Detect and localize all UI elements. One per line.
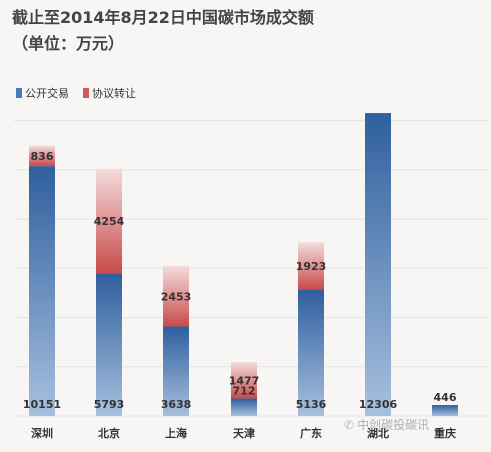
bar-public-6: [432, 405, 458, 416]
label-agreement-0: 836: [31, 150, 54, 163]
category-label-2: 上海: [165, 426, 187, 440]
wechat-icon: ✆: [344, 417, 355, 432]
grid-lines: [14, 120, 488, 417]
bar-public-1: [96, 273, 122, 416]
bar-public-4: [298, 289, 324, 416]
label-agreement-1: 4254: [94, 215, 125, 228]
label-public-5: 12306: [359, 398, 398, 411]
legend-label-agreement: 协议转让: [92, 87, 136, 100]
category-label-6: 重庆: [434, 426, 456, 440]
label-public-4: 5136: [296, 398, 327, 411]
bar-public-5: [365, 113, 391, 417]
category-labels: 深圳 北京 上海 天津 广东 湖北 重庆: [31, 426, 456, 440]
bar-agreement-3: [231, 362, 257, 399]
category-label-3: 天津: [233, 426, 255, 440]
watermark-text: 中创碳投碳讯: [357, 418, 430, 432]
chart-subtitle: （单位：万元）: [12, 34, 125, 53]
bar-public-2: [163, 326, 189, 416]
category-label-0: 深圳: [31, 426, 53, 440]
label-agreement-2: 2453: [161, 290, 192, 303]
bar-public-0: [29, 166, 55, 416]
label-public-3: 712: [233, 384, 256, 397]
legend-swatch-public: [16, 88, 22, 98]
category-label-4: 广东: [300, 426, 322, 440]
legend-label-public: 公开交易: [25, 87, 69, 100]
label-public-0: 10151: [23, 398, 61, 411]
legend-item-public: 公开交易: [16, 85, 69, 101]
label-agreement-3: 1477: [229, 374, 260, 387]
bar-agreement-4: [298, 242, 324, 290]
label-public-1: 5793: [94, 398, 125, 411]
bars: [29, 113, 458, 417]
bar-agreement-0: [29, 145, 55, 167]
legend-item-agreement: 协议转让: [83, 85, 136, 101]
category-label-1: 北京: [98, 426, 120, 440]
chart-legend: 公开交易 协议转让: [16, 85, 136, 101]
watermark: ✆ 中创碳投碳讯: [344, 416, 429, 433]
bar-agreement-1: [96, 168, 122, 274]
chart-title: 截止至2014年8月22日中国碳市场成交额: [12, 8, 314, 27]
label-agreement-4: 1923: [296, 260, 327, 273]
label-public-6: 446: [434, 391, 457, 404]
category-label-5: 湖北: [367, 426, 389, 440]
label-public-2: 3638: [161, 398, 192, 411]
bar-agreement-2: [163, 266, 189, 327]
legend-swatch-agreement: [83, 88, 89, 98]
bar-public-3: [231, 398, 257, 416]
